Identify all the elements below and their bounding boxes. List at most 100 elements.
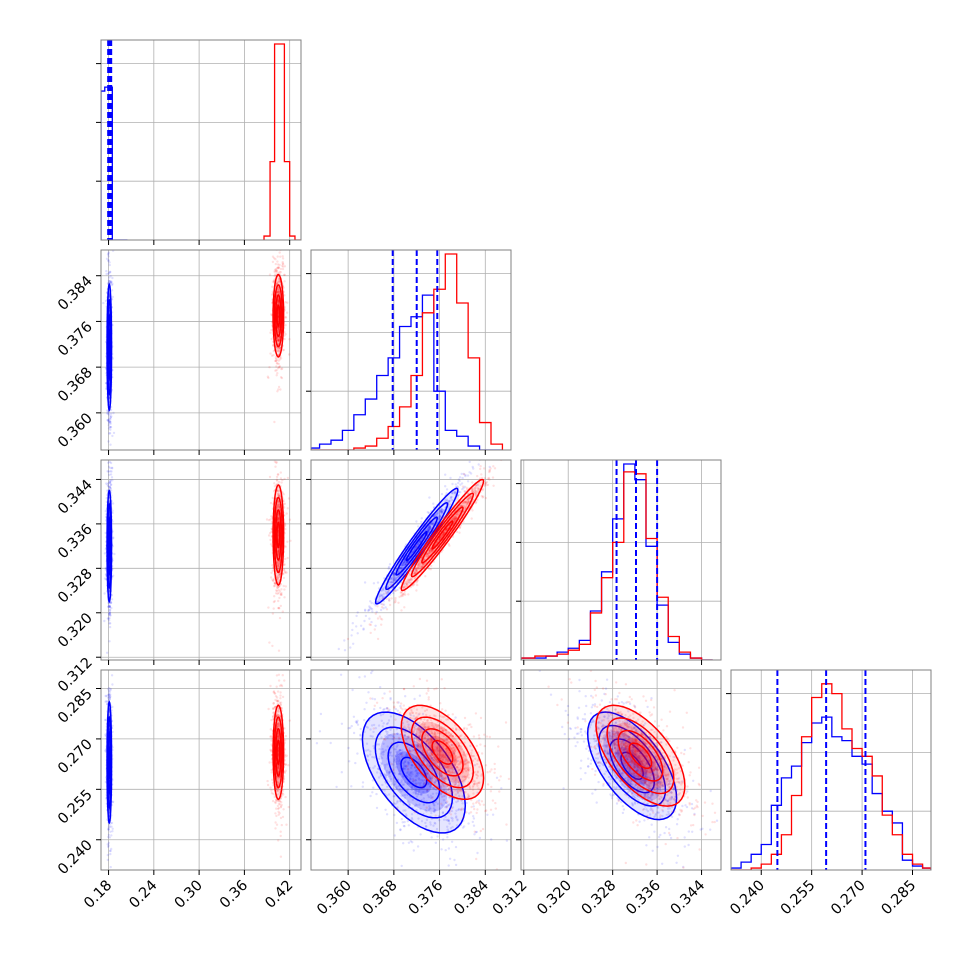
sample-point bbox=[276, 735, 280, 738]
sample-point bbox=[277, 585, 280, 588]
sample-point bbox=[277, 338, 280, 342]
sample-point bbox=[276, 338, 279, 342]
sample-point bbox=[104, 531, 107, 535]
sample-point bbox=[274, 801, 277, 805]
sample-point bbox=[108, 417, 111, 421]
sample-point bbox=[277, 548, 280, 552]
sample-point bbox=[105, 694, 108, 698]
sample-point bbox=[286, 301, 289, 304]
sample-point bbox=[110, 489, 113, 492]
sample-point bbox=[278, 279, 281, 283]
sample-point bbox=[276, 565, 279, 568]
sample-point bbox=[108, 271, 111, 275]
sample-point bbox=[279, 388, 282, 391]
sample-point bbox=[274, 465, 277, 468]
sample-point bbox=[277, 492, 280, 495]
sample-point bbox=[276, 327, 280, 330]
sample-point bbox=[276, 339, 280, 342]
sample-point bbox=[108, 698, 112, 701]
sample-point bbox=[108, 622, 111, 625]
sample-point bbox=[281, 478, 284, 482]
sample-point bbox=[105, 272, 108, 276]
sample-point bbox=[281, 674, 284, 677]
sample-point bbox=[269, 735, 272, 738]
sample-point bbox=[107, 259, 110, 262]
sample-point bbox=[276, 390, 279, 393]
sample-point bbox=[269, 538, 272, 542]
sample-point bbox=[111, 479, 114, 482]
sample-point bbox=[103, 577, 107, 580]
sample-point bbox=[276, 504, 280, 508]
histogram-series-blue bbox=[101, 86, 128, 240]
sample-point bbox=[109, 420, 112, 423]
sample-point bbox=[282, 348, 286, 352]
sample-point bbox=[274, 359, 278, 363]
sample-point bbox=[270, 515, 273, 518]
sample-point bbox=[279, 255, 282, 258]
sample-point bbox=[276, 549, 280, 553]
sample-point bbox=[277, 515, 280, 518]
sample-point bbox=[272, 344, 275, 347]
sample-point bbox=[108, 261, 111, 264]
sample-point bbox=[277, 713, 280, 716]
sample-point bbox=[276, 290, 279, 294]
sample-point bbox=[277, 495, 280, 498]
sample-point bbox=[108, 613, 111, 616]
sample-point bbox=[279, 270, 282, 274]
sample-point bbox=[272, 707, 275, 710]
sample-point bbox=[109, 473, 113, 476]
sample-point bbox=[109, 630, 111, 632]
sample-point bbox=[111, 705, 114, 709]
sample-point bbox=[272, 607, 275, 610]
sample-point bbox=[270, 354, 274, 357]
density-contour-blue bbox=[107, 531, 111, 562]
panel-frame bbox=[100, 39, 302, 241]
sample-point bbox=[276, 482, 279, 485]
sample-point bbox=[278, 572, 281, 575]
sample-point bbox=[108, 696, 112, 699]
sample-point bbox=[277, 606, 280, 610]
sample-point bbox=[108, 696, 112, 699]
sample-point bbox=[108, 713, 111, 716]
sample-point bbox=[279, 452, 281, 454]
sample-point bbox=[269, 501, 273, 505]
sample-point bbox=[275, 359, 278, 363]
sample-point bbox=[276, 336, 279, 340]
sample-point bbox=[284, 769, 287, 772]
sample-point bbox=[108, 604, 111, 608]
sample-point bbox=[109, 457, 111, 459]
plot-area bbox=[101, 250, 301, 450]
sample-point bbox=[276, 473, 280, 476]
sample-point bbox=[277, 329, 280, 333]
sample-point bbox=[276, 490, 280, 493]
sample-point bbox=[273, 585, 276, 588]
histogram-panel-3: 0.240 0.255 0.270 0.285 bbox=[726, 669, 932, 918]
sample-point bbox=[275, 282, 278, 285]
sample-point bbox=[278, 506, 281, 509]
sample-point bbox=[277, 517, 280, 521]
sample-point bbox=[277, 500, 280, 503]
sample-point bbox=[108, 276, 111, 279]
sample-point bbox=[283, 524, 287, 527]
sample-point bbox=[276, 260, 279, 263]
sample-point bbox=[277, 565, 280, 568]
histogram-series-blue bbox=[731, 716, 931, 870]
sample-point bbox=[272, 354, 275, 357]
sample-point bbox=[270, 768, 273, 772]
panel-frame bbox=[310, 249, 512, 451]
sample-point bbox=[277, 301, 280, 304]
sample-point bbox=[278, 616, 282, 620]
sample-point bbox=[276, 502, 280, 505]
sample-point bbox=[109, 487, 113, 490]
sample-point bbox=[273, 581, 276, 584]
sample-point bbox=[111, 827, 114, 830]
sample-point bbox=[108, 695, 111, 699]
sample-point bbox=[277, 299, 280, 302]
sample-point bbox=[110, 847, 113, 851]
sample-point bbox=[278, 346, 281, 349]
sample-point bbox=[289, 539, 292, 542]
sample-point bbox=[283, 294, 286, 297]
sample-point bbox=[109, 466, 112, 470]
sample-point bbox=[277, 339, 280, 342]
sample-point bbox=[277, 266, 280, 270]
